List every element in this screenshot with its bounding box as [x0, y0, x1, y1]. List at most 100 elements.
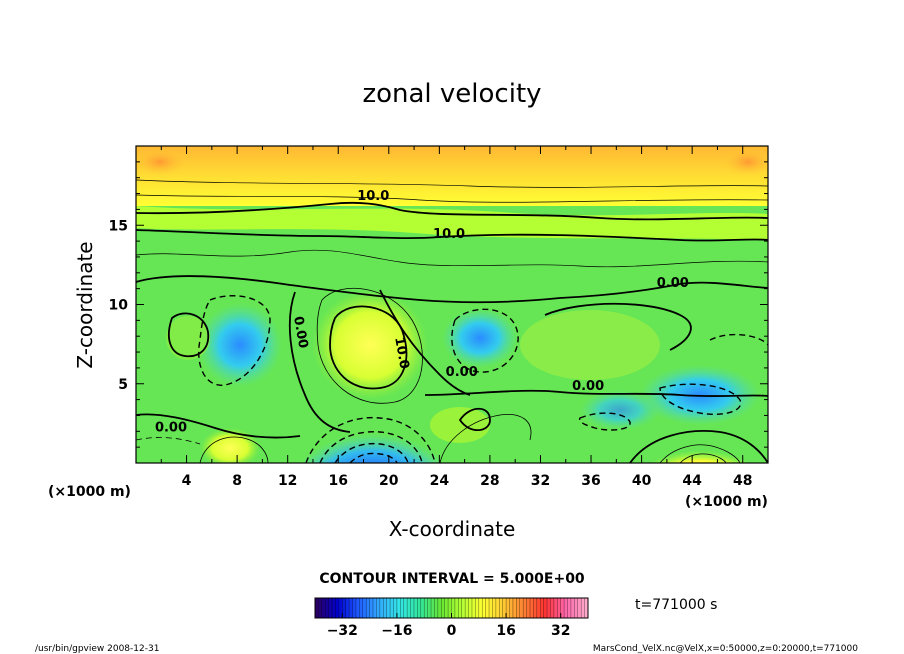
footer-right: MarsCond_VelX.nc@VelX,x=0:50000,z=0:2000… — [593, 644, 858, 654]
colorbar-cell — [362, 598, 367, 618]
x-axis-ticks: 4 8 12 16 20 24 28 32 36 40 44 48 — [160, 146, 752, 489]
x-axis-unit-left: (×1000 m) — [48, 484, 131, 500]
colorbar-cell — [512, 598, 517, 618]
colorbar-cell — [550, 598, 555, 618]
colorbar-cell — [540, 598, 545, 618]
colorbar-cell — [321, 598, 326, 618]
x-tick-label: 20 — [379, 473, 399, 489]
colorbar-cell — [570, 598, 575, 618]
colorbar-cell — [431, 598, 435, 618]
y-axis-ticks: 5 10 15 — [109, 161, 768, 448]
colorbar-cell — [376, 598, 381, 618]
colorbar-cell — [519, 598, 524, 618]
colorbar-cell — [335, 598, 340, 618]
colorbar-cell — [352, 598, 357, 618]
colorbar-cell — [516, 598, 521, 618]
colorbar-cell — [434, 598, 439, 618]
colorbar-cell — [564, 598, 569, 618]
colorbar-tick-label: 16 — [496, 623, 515, 639]
x-tick-label: 8 — [232, 473, 242, 489]
x-axis-label: X-coordinate — [389, 517, 516, 541]
colorbar-cell — [373, 598, 377, 618]
footer-left: /usr/bin/gpview 2008-12-31 — [35, 644, 159, 654]
colorbar-cell — [509, 598, 514, 618]
contour-label: 0.00 — [657, 276, 689, 291]
colorbar-cell — [328, 598, 333, 618]
chart-title: zonal velocity — [362, 79, 541, 109]
y-tick-label: 15 — [109, 218, 128, 234]
x-tick-label: 36 — [581, 473, 600, 489]
x-tick-label: 48 — [733, 473, 752, 489]
colorbar-cell — [557, 598, 562, 618]
colorbar-tick-label: 0 — [447, 623, 457, 639]
contour-label: 0.00 — [155, 420, 187, 435]
contour-label: 10.0 — [433, 227, 465, 242]
y-tick-label: 5 — [118, 377, 128, 393]
colorbar-cell — [468, 598, 473, 618]
colorbar-cell — [396, 598, 401, 618]
y-tick-label: 10 — [109, 298, 129, 314]
colorbar-cell — [502, 598, 507, 618]
colorbar-cell — [369, 598, 374, 618]
colorbar-ticks: −32 −16 0 16 32 — [327, 613, 570, 639]
colorbar-cell — [424, 598, 429, 618]
colorbar-cell — [560, 598, 565, 618]
colorbar-cell — [485, 598, 490, 618]
colorbar-cell — [577, 598, 582, 618]
colorbar-cell — [451, 598, 456, 618]
colorbar-cell — [427, 598, 432, 618]
colorbar-cell — [471, 598, 476, 618]
colorbar-cell — [536, 598, 541, 618]
colorbar-cell — [407, 598, 412, 618]
colorbar-cell — [454, 598, 459, 618]
colorbar-cell — [547, 598, 551, 618]
colorbar-cell — [390, 598, 394, 618]
contour-labels: 10.0 10.0 0.00 0.00 10.0 0.00 0.00 0.00 — [155, 189, 689, 435]
x-tick-label: 24 — [430, 473, 450, 489]
x-tick-label: 44 — [682, 473, 702, 489]
colorbar-cell — [366, 598, 371, 618]
x-tick-label: 12 — [278, 473, 297, 489]
colorbar-cell — [553, 598, 558, 618]
colorbar-cell — [383, 598, 388, 618]
colorbar-cell — [465, 598, 470, 618]
colorbar-cell — [413, 598, 418, 618]
colorbar-tick-label: −32 — [327, 623, 358, 639]
colorbar-cell — [355, 598, 360, 618]
colorbar-cell — [461, 598, 466, 618]
x-tick-label: 40 — [632, 473, 652, 489]
colorbar-cell — [386, 598, 391, 618]
contour-label: 0.00 — [446, 365, 478, 380]
colorbar-cell — [478, 598, 483, 618]
colorbar-cell — [567, 598, 572, 618]
colorbar-cell — [332, 598, 336, 618]
colorbar-cell — [475, 598, 480, 618]
x-axis-unit-right: (×1000 m) — [685, 494, 768, 510]
x-tick-label: 4 — [182, 473, 192, 489]
colorbar-cell — [359, 598, 364, 618]
colorbar-cell — [410, 598, 415, 618]
colorbar-cell — [458, 598, 463, 618]
colorbar-cell — [499, 598, 504, 618]
colorbar-cell — [543, 598, 548, 618]
colorbar-cell — [349, 598, 354, 618]
colorbar — [314, 597, 589, 619]
colorbar-cell — [437, 598, 442, 618]
colorbar-cell — [495, 598, 500, 618]
colorbar-cell — [400, 598, 405, 618]
contour-label: 10.0 — [391, 336, 411, 370]
contour-interval: CONTOUR INTERVAL = 5.000E+00 — [319, 571, 585, 587]
colorbar-tick-label: 32 — [551, 623, 570, 639]
colorbar-cell — [533, 598, 538, 618]
colorbar-cell — [444, 598, 449, 618]
colorbar-cell — [441, 598, 446, 618]
colorbar-cell — [581, 598, 586, 618]
colorbar-cell — [393, 598, 398, 618]
colorbar-cell — [315, 598, 319, 618]
colorbar-cell — [325, 598, 330, 618]
y-axis-label: Z-coordinate — [73, 241, 97, 368]
x-tick-label: 28 — [480, 473, 499, 489]
colorbar-tick-label: −16 — [381, 623, 412, 639]
colorbar-cell — [529, 598, 534, 618]
